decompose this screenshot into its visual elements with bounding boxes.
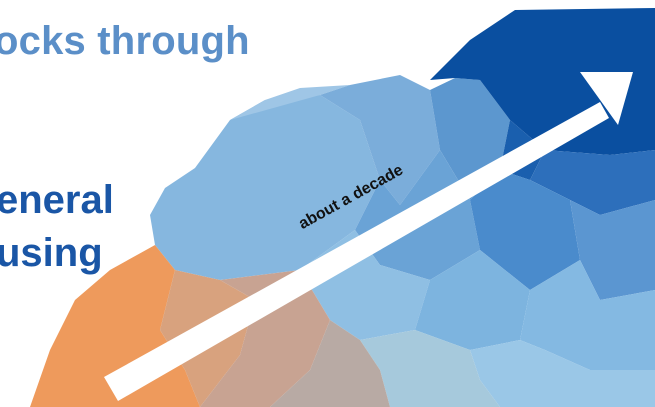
mosaic-cell: [415, 250, 530, 350]
headline-fragment: ocks through: [0, 19, 250, 63]
mosaic-cell: [520, 260, 655, 370]
mosaic-cell: [200, 270, 330, 407]
mosaic-cell: [320, 75, 440, 205]
mosaic-cell: [470, 340, 655, 407]
mosaic-cell: [570, 200, 655, 300]
arrow-icon: [104, 72, 633, 401]
body-text-line: using: [0, 231, 103, 275]
mosaic-cell: [360, 330, 500, 407]
mosaic-cell: [230, 85, 350, 120]
body-text-line: eneral: [0, 178, 114, 222]
mosaic-cell: [150, 95, 380, 280]
mosaic-cell: [270, 320, 390, 407]
mosaic-cell: [530, 150, 655, 215]
mosaic-cell: [470, 170, 580, 290]
